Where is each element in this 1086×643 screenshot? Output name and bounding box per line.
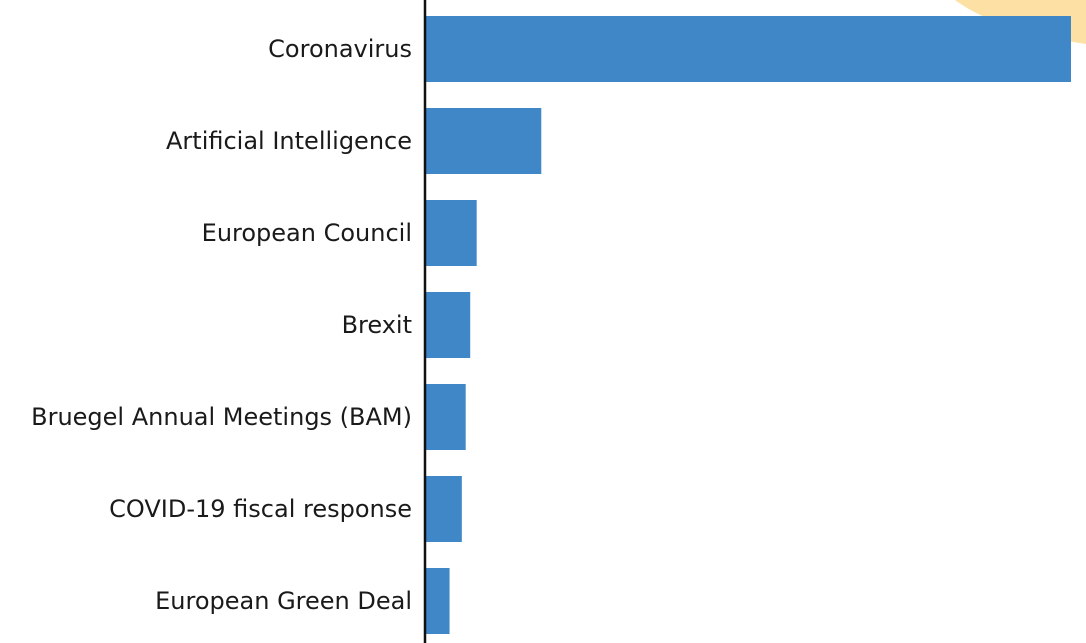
bar-european-green-deal — [425, 568, 450, 634]
category-label-european-council: European Council — [202, 219, 412, 247]
category-label-brexit: Brexit — [342, 311, 412, 339]
category-label-artificial-intelligence: Artificial Intelligence — [166, 127, 412, 155]
bar-covid-19-fiscal-response — [425, 476, 462, 542]
category-label-covid-19-fiscal-response: COVID-19 fiscal response — [109, 495, 412, 523]
category-label-european-green-deal: European Green Deal — [155, 587, 412, 615]
category-labels-group: Coronavirus Artificial Intelligence Europe… — [31, 35, 412, 615]
bar-brexit — [425, 292, 471, 358]
bar-coronavirus — [425, 16, 1071, 82]
bar-artificial-intelligence — [425, 108, 542, 174]
bar-european-council — [425, 200, 477, 266]
category-label-coronavirus: Coronavirus — [268, 35, 412, 63]
bars-group — [425, 16, 1071, 634]
bar-bruegel-annual-meetings-bam — [425, 384, 466, 450]
category-label-bruegel-annual-meetings-bam: Bruegel Annual Meetings (BAM) — [31, 403, 412, 431]
